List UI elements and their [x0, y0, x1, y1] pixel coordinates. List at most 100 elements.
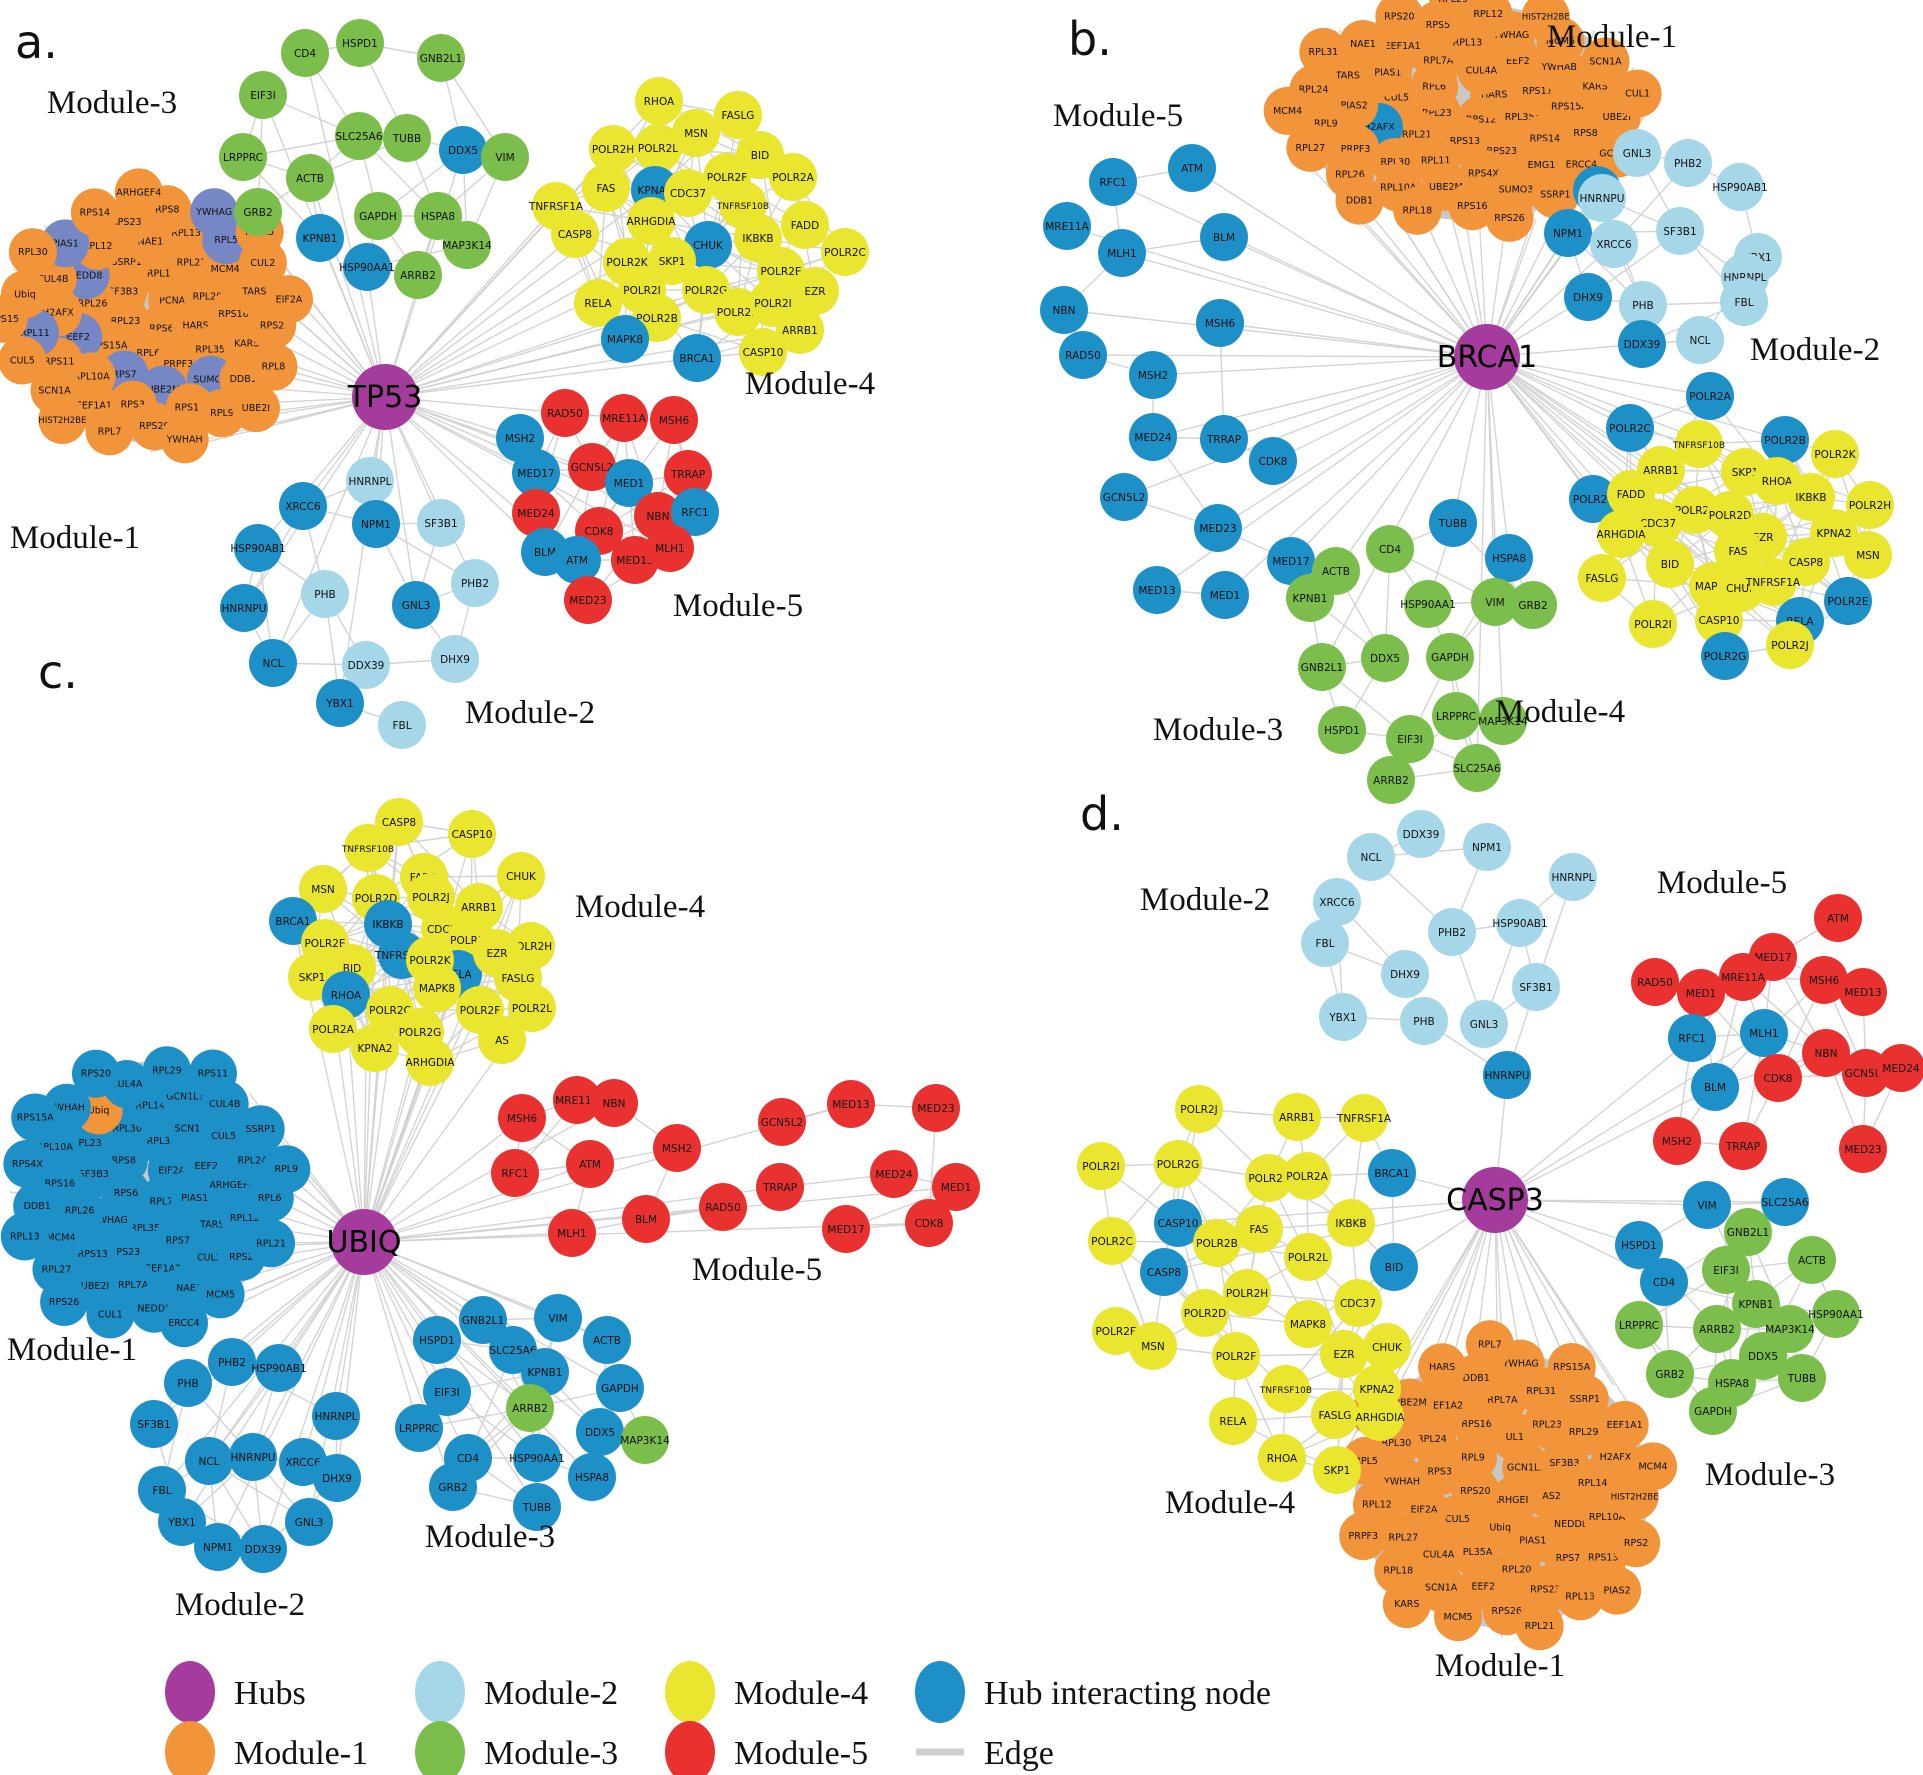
- node-SLC25A6: SLC25A6: [335, 112, 383, 160]
- node-BID: BID: [1370, 1243, 1418, 1291]
- node-POLR2A: POLR2A: [1283, 1152, 1331, 1200]
- node-HSPD1: HSPD1: [1318, 706, 1366, 754]
- node-POLR2C: POLR2C: [1088, 1217, 1136, 1265]
- node-IKBKB: IKBKB: [1327, 1199, 1375, 1247]
- node-HSPA8: HSPA8: [568, 1453, 616, 1501]
- node-MED17: MED17: [822, 1205, 870, 1253]
- node-RAD50: RAD50: [1631, 958, 1679, 1006]
- node-MSH2: MSH2: [653, 1124, 701, 1172]
- node-PHB: PHB: [164, 1359, 212, 1407]
- module-label-a-Module-5: Module-5: [673, 588, 803, 624]
- node-MED23: MED23: [1194, 504, 1242, 552]
- panel-letter-a: a.: [15, 15, 58, 69]
- node-CDK8: CDK8: [905, 1199, 953, 1247]
- node-ARRB1: ARRB1: [1273, 1093, 1321, 1141]
- module-label-a-Module-3: Module-3: [47, 85, 177, 121]
- svg-text:Module-4: Module-4: [734, 1675, 868, 1712]
- node-RPL21: RPL21: [247, 1219, 296, 1268]
- node-NCL: NCL: [249, 639, 297, 687]
- node-HSP90AB1: HSP90AB1: [230, 524, 286, 572]
- node-HSP90AB1: HSP90AB1: [1712, 163, 1768, 211]
- node-RFC1: RFC1: [491, 1149, 539, 1197]
- labels: Module-3 Module-4 Module-5 Module-2 Module-1…: [7, 12, 1880, 1684]
- node-NPM1: NPM1: [1544, 209, 1592, 257]
- legend-item-module-2: Module-2: [415, 1661, 618, 1723]
- legend-item-module-1: Module-1: [165, 1721, 368, 1775]
- node-TRRAP: TRRAP: [1200, 415, 1248, 463]
- node-HNRNPL: HNRNPL: [346, 457, 394, 505]
- node-PHB2: PHB2: [451, 559, 499, 607]
- node-POLR2C: POLR2C: [1606, 404, 1654, 452]
- hub-node-UBIQ: UBIQ: [327, 1209, 402, 1275]
- node-PIAS2: PIAS2: [1593, 1566, 1642, 1615]
- node-EIF3I: EIF3I: [239, 71, 287, 119]
- node-YWHAG: YWHAG: [190, 188, 239, 237]
- node-RPL31: RPL31: [1299, 27, 1348, 76]
- node-POLR2A: POLR2A: [1686, 372, 1734, 420]
- node-RHOA: RHOA: [635, 77, 683, 125]
- module-label-d-Module-2: Module-2: [1140, 882, 1270, 918]
- module-label-d-Module-3: Module-3: [1705, 1457, 1835, 1493]
- node-MSH6: MSH6: [498, 1094, 546, 1142]
- module-label-b-Module-3: Module-3: [1153, 712, 1283, 748]
- legend-item-hubs: Hubs: [165, 1661, 306, 1723]
- node-MSH2: MSH2: [1129, 351, 1177, 399]
- node-RPS15A: RPS15A: [11, 1093, 60, 1142]
- node-CHUK: CHUK: [497, 852, 545, 900]
- node-MED13: MED13: [1839, 968, 1887, 1016]
- node-MED23: MED23: [912, 1084, 960, 1132]
- node-RELA: RELA: [1209, 1397, 1257, 1445]
- node-GNL3: GNL3: [1613, 129, 1661, 177]
- node-POLR2D: POLR2D: [1181, 1289, 1229, 1337]
- node-GAPDH: GAPDH: [596, 1364, 644, 1412]
- svg-text:Hubs: Hubs: [234, 1675, 306, 1712]
- module-label-d-Module-5: Module-5: [1657, 865, 1787, 901]
- node-RPL13: RPL13: [0, 1212, 49, 1261]
- node-GAPDH: GAPDH: [1689, 1387, 1737, 1435]
- svg-text:BRCA1: BRCA1: [1437, 340, 1538, 375]
- node-CDK8: CDK8: [1754, 1054, 1802, 1102]
- node-NCL: NCL: [1676, 316, 1724, 364]
- node-FBL: FBL: [378, 701, 426, 749]
- node-POLR2I: POLR2I: [1077, 1142, 1125, 1190]
- node-HNRNPU: HNRNPU: [220, 584, 268, 632]
- node-EIF3I: EIF3I: [1386, 715, 1434, 763]
- node-POLR2K: POLR2K: [1811, 430, 1859, 478]
- node-CUL5: CUL5: [0, 336, 47, 385]
- node-PHB2: PHB2: [1428, 908, 1476, 956]
- node-POLR2L: POLR2L: [634, 124, 682, 172]
- module1-blobs: RPS6RPL23PCNARPL6SF3B3HARSRPS15ARPL14PRP…: [0, 0, 1678, 1651]
- node-NBN: NBN: [1040, 286, 1088, 334]
- node-KPNA2: KPNA2: [351, 1024, 399, 1072]
- module-label-c-Module-4: Module-4: [575, 889, 705, 925]
- node-MRE11A: MRE11A: [1719, 953, 1767, 1001]
- node-GAPDH: GAPDH: [1426, 633, 1474, 681]
- node-MED1: MED1: [1677, 969, 1725, 1017]
- node-DDB1: DDB1: [1335, 176, 1384, 225]
- node-BLM: BLM: [1691, 1063, 1739, 1111]
- node-RPL9: RPL9: [262, 1145, 311, 1194]
- node-POLR2E: POLR2E: [1824, 577, 1872, 625]
- node-CD4: CD4: [1366, 525, 1414, 573]
- svg-text:Hub interacting node: Hub interacting node: [984, 1675, 1271, 1712]
- hub-node-BRCA1: BRCA1: [1437, 324, 1538, 390]
- node-VIM: VIM: [481, 133, 529, 181]
- node-XRCC6: XRCC6: [1313, 878, 1361, 926]
- node-MAPK8: MAPK8: [413, 964, 461, 1012]
- node-RPS2: RPS2: [1612, 1519, 1661, 1568]
- node-SF3B1: SF3B1: [417, 499, 465, 547]
- node-RHOA: RHOA: [1258, 1434, 1306, 1482]
- node-POLR2J: POLR2J: [1175, 1085, 1223, 1133]
- node-KARS: KARS: [1382, 1580, 1431, 1629]
- node-HIST2H2BE: HIST2H2BE: [38, 395, 87, 444]
- node-PRPF3: PRPF3: [1339, 1512, 1388, 1561]
- node-HNRNPU: HNRNPU: [1483, 1051, 1531, 1099]
- node-ARRB2: ARRB2: [394, 251, 442, 299]
- module-label-a-Module-2: Module-2: [465, 695, 595, 731]
- module-label-a-Module-1: Module-1: [10, 520, 140, 556]
- node-RPS20: RPS20: [71, 1049, 120, 1098]
- node-ACTB: ACTB: [286, 154, 334, 202]
- module-label-b-Module-2: Module-2: [1750, 332, 1880, 368]
- module-label-c-Module-2: Module-2: [175, 1587, 305, 1623]
